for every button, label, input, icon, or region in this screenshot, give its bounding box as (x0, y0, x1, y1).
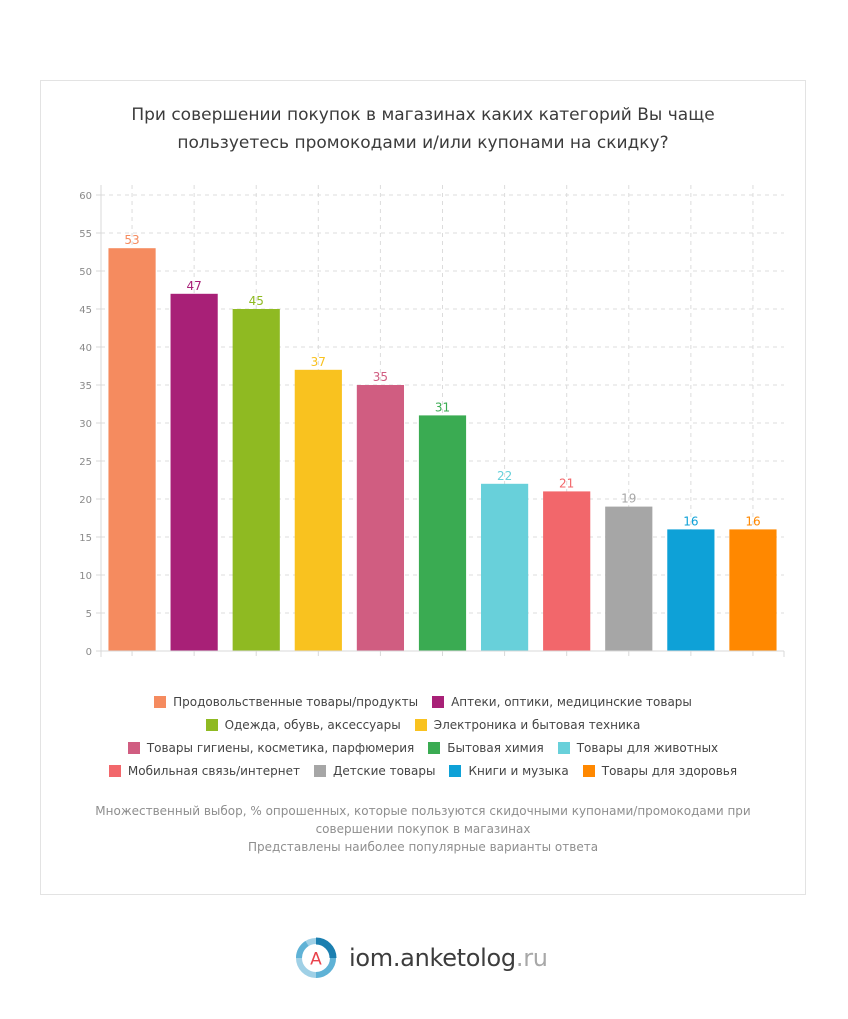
anketolog-logo-icon: A (295, 937, 337, 978)
footnote-line-1: Множественный выбор, % опрошенных, котор… (95, 804, 751, 818)
legend-item[interactable]: Продовольственные товары/продукты (154, 695, 418, 709)
data-label: 16 (683, 514, 698, 528)
legend-item[interactable]: Книги и музыка (449, 763, 569, 778)
legend-swatch (449, 764, 462, 777)
legend-item[interactable]: Одежда, обувь, аксессуары (205, 717, 401, 732)
y-tick-label: 0 (86, 647, 92, 658)
legend-item[interactable]: Аптеки, оптики, медицинские товары (432, 695, 692, 709)
legend-label: Продовольственные товары/продукты (173, 694, 419, 709)
legend-swatch (582, 764, 595, 777)
legend-item[interactable]: Товары для животных (557, 740, 719, 755)
footnote-line-2: совершении покупок в магазинах (315, 822, 531, 836)
legend-swatch (108, 764, 121, 777)
y-tick-label: 10 (79, 571, 92, 582)
legend-swatch (432, 695, 445, 708)
site-name-tld: .ru (515, 944, 548, 972)
data-label: 37 (311, 355, 326, 369)
y-tick-label: 55 (79, 229, 92, 240)
legend-label: Детские товары (332, 763, 436, 778)
data-label: 35 (373, 370, 388, 384)
legend-label: Одежда, обувь, аксессуары (224, 717, 401, 732)
logo-letter: A (310, 950, 322, 970)
legend-item[interactable]: Бытовая химия (428, 740, 544, 755)
y-tick-label: 20 (79, 495, 92, 506)
legend-swatch (154, 695, 167, 708)
legend-swatch (127, 741, 140, 754)
y-tick-label: 40 (79, 343, 92, 354)
data-label: 31 (435, 400, 450, 414)
legend-row: Одежда, обувь, аксессуары Электроника и б… (40, 713, 806, 736)
legend-label: Мобильная связь/интернет (127, 763, 300, 778)
legend-label: Книги и музыка (468, 763, 569, 778)
bar (543, 491, 591, 651)
y-tick-label: 30 (79, 419, 92, 430)
legend-swatch (414, 718, 427, 731)
bar (232, 309, 280, 651)
legend-item[interactable]: Мобильная связь/интернет (108, 763, 300, 778)
legend-row: Товары гигиены, косметика, парфюмерия Быт… (40, 736, 806, 759)
legend-label: Электроника и бытовая техника (433, 717, 641, 732)
data-label: 22 (497, 469, 512, 483)
legend-item[interactable]: Товары гигиены, косметика, парфюмерия (127, 740, 415, 755)
data-label: 53 (124, 233, 139, 247)
data-label: 45 (249, 294, 264, 308)
legend-item[interactable]: Детские товары (313, 763, 436, 778)
y-tick-label: 50 (79, 267, 92, 278)
y-tick-label: 35 (79, 381, 92, 392)
bar-chart: 0 5 10 15 20 25 30 35 40 45 50 55 60 53 47 45 37 35 31 22 21… (79, 185, 785, 658)
legend-item[interactable]: Электроника и бытовая техника (414, 717, 641, 732)
data-label: 19 (621, 492, 636, 506)
chart-legend: Продовольственные товары/продукты Аптеки,… (40, 690, 806, 782)
y-tick-label: 15 (79, 533, 92, 544)
bar (480, 483, 529, 651)
chart-title-line-2: пользуетесь промокодами и/или купонами н… (177, 133, 669, 153)
legend-label: Бытовая химия (447, 740, 544, 755)
bar (170, 293, 218, 651)
y-tick-label: 45 (79, 305, 92, 316)
bar (667, 529, 715, 651)
bar (605, 506, 653, 651)
legend-item[interactable]: Товары для здоровья (582, 763, 738, 778)
legend-row: Мобильная связь/интернет Детские товары Кн… (40, 759, 806, 782)
chart-title: При совершении покупок в магазинах каких… (40, 101, 806, 157)
legend-label: Товары для здоровья (601, 763, 738, 778)
legend-swatch (557, 741, 570, 754)
brand-logo[interactable]: A iom.anketolog.ru (293, 935, 548, 981)
site-name[interactable]: iom.anketolog.ru (349, 944, 548, 972)
legend-label: Товары гигиены, косметика, парфюмерия (146, 740, 415, 755)
bar (294, 369, 342, 651)
legend-swatch (313, 764, 326, 777)
site-name-main: iom.anketolog (349, 944, 516, 972)
bar (108, 248, 156, 651)
data-label: 16 (745, 514, 760, 528)
footnote-line-3: Представлены наиболее популярные вариант… (247, 840, 599, 854)
y-tick-label: 5 (86, 609, 92, 620)
legend-row: Продовольственные товары/продукты Аптеки,… (40, 690, 806, 713)
y-tick-label: 25 (79, 457, 92, 468)
bar (418, 415, 467, 651)
legend-label: Товары для животных (576, 740, 719, 755)
data-label: 47 (186, 279, 201, 293)
chart-footnote: Множественный выбор, % опрошенных, котор… (40, 802, 806, 856)
y-tick-label: 60 (79, 191, 92, 202)
legend-swatch (205, 718, 218, 731)
bar (729, 529, 777, 651)
bar (356, 385, 405, 651)
legend-label: Аптеки, оптики, медицинские товары (451, 694, 692, 709)
data-label: 21 (559, 476, 574, 490)
legend-swatch (428, 741, 441, 754)
chart-title-line-1: При совершении покупок в магазинах каких… (131, 105, 715, 125)
